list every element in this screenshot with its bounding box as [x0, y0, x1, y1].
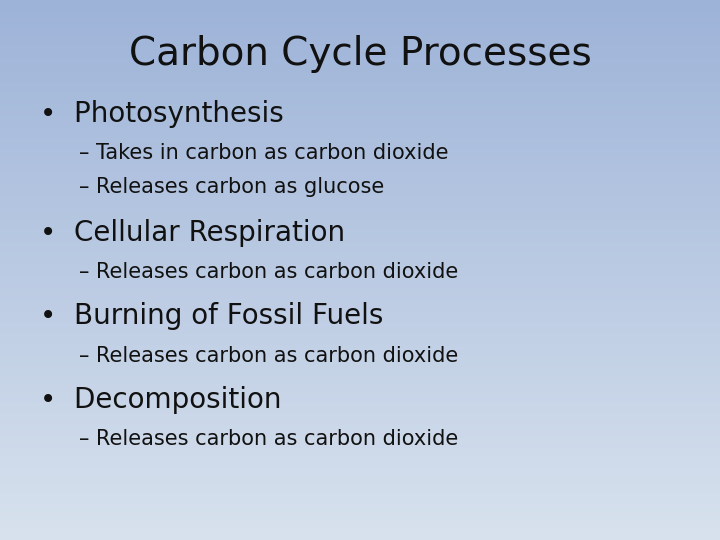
Text: •  Photosynthesis: • Photosynthesis	[40, 100, 284, 128]
Text: – Releases carbon as carbon dioxide: – Releases carbon as carbon dioxide	[79, 346, 459, 366]
Text: •  Cellular Respiration: • Cellular Respiration	[40, 219, 345, 247]
Text: •  Burning of Fossil Fuels: • Burning of Fossil Fuels	[40, 302, 383, 330]
Text: – Releases carbon as carbon dioxide: – Releases carbon as carbon dioxide	[79, 262, 459, 282]
Text: Carbon Cycle Processes: Carbon Cycle Processes	[129, 35, 591, 73]
Text: – Releases carbon as glucose: – Releases carbon as glucose	[79, 177, 384, 197]
Text: – Releases carbon as carbon dioxide: – Releases carbon as carbon dioxide	[79, 429, 459, 449]
Text: •  Decomposition: • Decomposition	[40, 386, 281, 414]
Text: – Takes in carbon as carbon dioxide: – Takes in carbon as carbon dioxide	[79, 143, 449, 163]
